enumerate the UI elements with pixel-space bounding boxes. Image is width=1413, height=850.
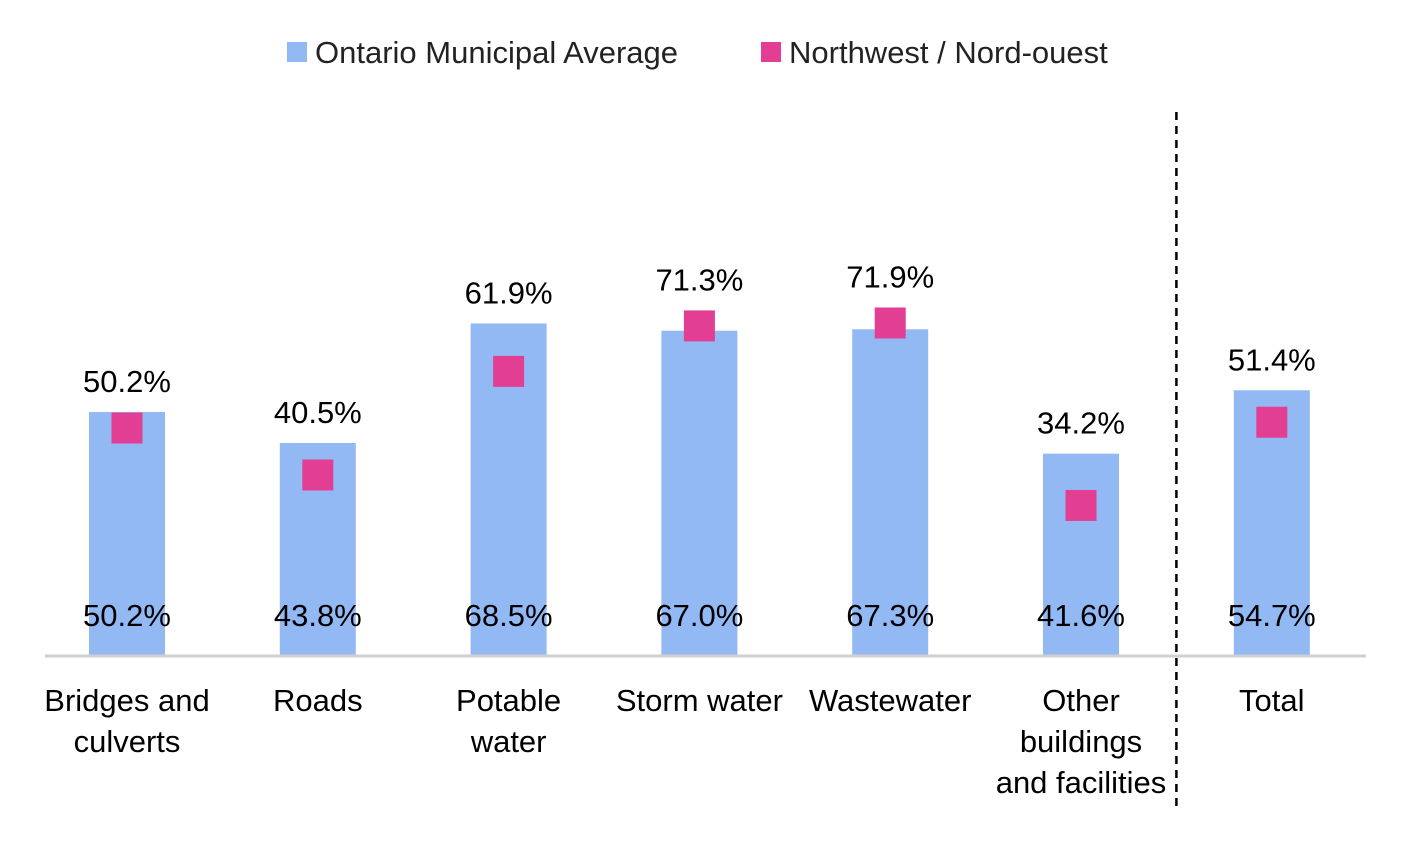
bar-value-label-1: 43.8%: [274, 598, 362, 633]
bar-ontario-4: [852, 329, 929, 655]
legend-swatch-ontario: [287, 42, 307, 62]
marker-northwest-0: [111, 412, 143, 444]
legend: Ontario Municipal Average Northwest / No…: [287, 35, 1108, 70]
marker-value-label-2: 61.9%: [465, 275, 553, 310]
marker-northwest-6: [1256, 406, 1288, 438]
category-label-line: Wastewater: [809, 683, 972, 718]
marker-value-label-6: 51.4%: [1228, 342, 1316, 377]
legend-swatch-northwest: [761, 42, 781, 62]
bar-value-label-5: 41.6%: [1037, 598, 1125, 633]
category-label-line: Other: [1042, 683, 1120, 718]
category-label-line: Potable: [456, 683, 561, 718]
legend-label-northwest: Northwest / Nord-ouest: [789, 35, 1108, 70]
category-label-line: Bridges and: [44, 683, 209, 718]
marker-value-label-5: 34.2%: [1037, 406, 1125, 441]
marker-value-label-1: 40.5%: [274, 395, 362, 430]
legend-label-ontario: Ontario Municipal Average: [315, 35, 678, 70]
bar-value-label-0: 50.2%: [83, 598, 171, 633]
category-label-3: Storm water: [616, 683, 783, 718]
marker-value-label-4: 71.9%: [846, 260, 934, 295]
marker-northwest-5: [1065, 489, 1097, 521]
category-label-line: and facilities: [996, 765, 1167, 800]
category-label-line: water: [470, 724, 547, 759]
category-label-line: Roads: [273, 683, 363, 718]
category-label-line: Total: [1239, 683, 1304, 718]
plot-area: 50.2% 43.8% 68.5% 67.0% 67.3% 41.6% 54.7% 50.2%…: [44, 112, 1366, 808]
category-label-2: Potable water: [456, 683, 561, 759]
category-label-4: Wastewater: [809, 683, 972, 718]
category-label-5: Other buildings and facilities: [996, 683, 1167, 800]
marker-value-label-0: 50.2%: [83, 364, 171, 399]
bar-ontario-3: [661, 330, 738, 655]
bar-value-label-3: 67.0%: [655, 598, 743, 633]
marker-northwest-1: [302, 459, 334, 491]
category-label-1: Roads: [273, 683, 363, 718]
category-label-0: Bridges and culverts: [44, 683, 209, 759]
marker-northwest-4: [874, 307, 906, 339]
bar-value-label-6: 54.7%: [1228, 598, 1316, 633]
marker-value-label-3: 71.3%: [655, 262, 743, 297]
category-label-line: Storm water: [616, 683, 783, 718]
category-label-line: culverts: [74, 724, 181, 759]
category-label-6: Total: [1239, 683, 1304, 718]
marker-northwest-2: [493, 355, 525, 387]
bar-value-label-2: 68.5%: [465, 598, 553, 633]
bar-ontario-5: [1043, 453, 1119, 655]
bar-value-label-4: 67.3%: [846, 598, 934, 633]
bar-ontario-0: [89, 412, 165, 655]
marker-northwest-3: [683, 310, 715, 342]
category-label-line: buildings: [1020, 724, 1142, 759]
